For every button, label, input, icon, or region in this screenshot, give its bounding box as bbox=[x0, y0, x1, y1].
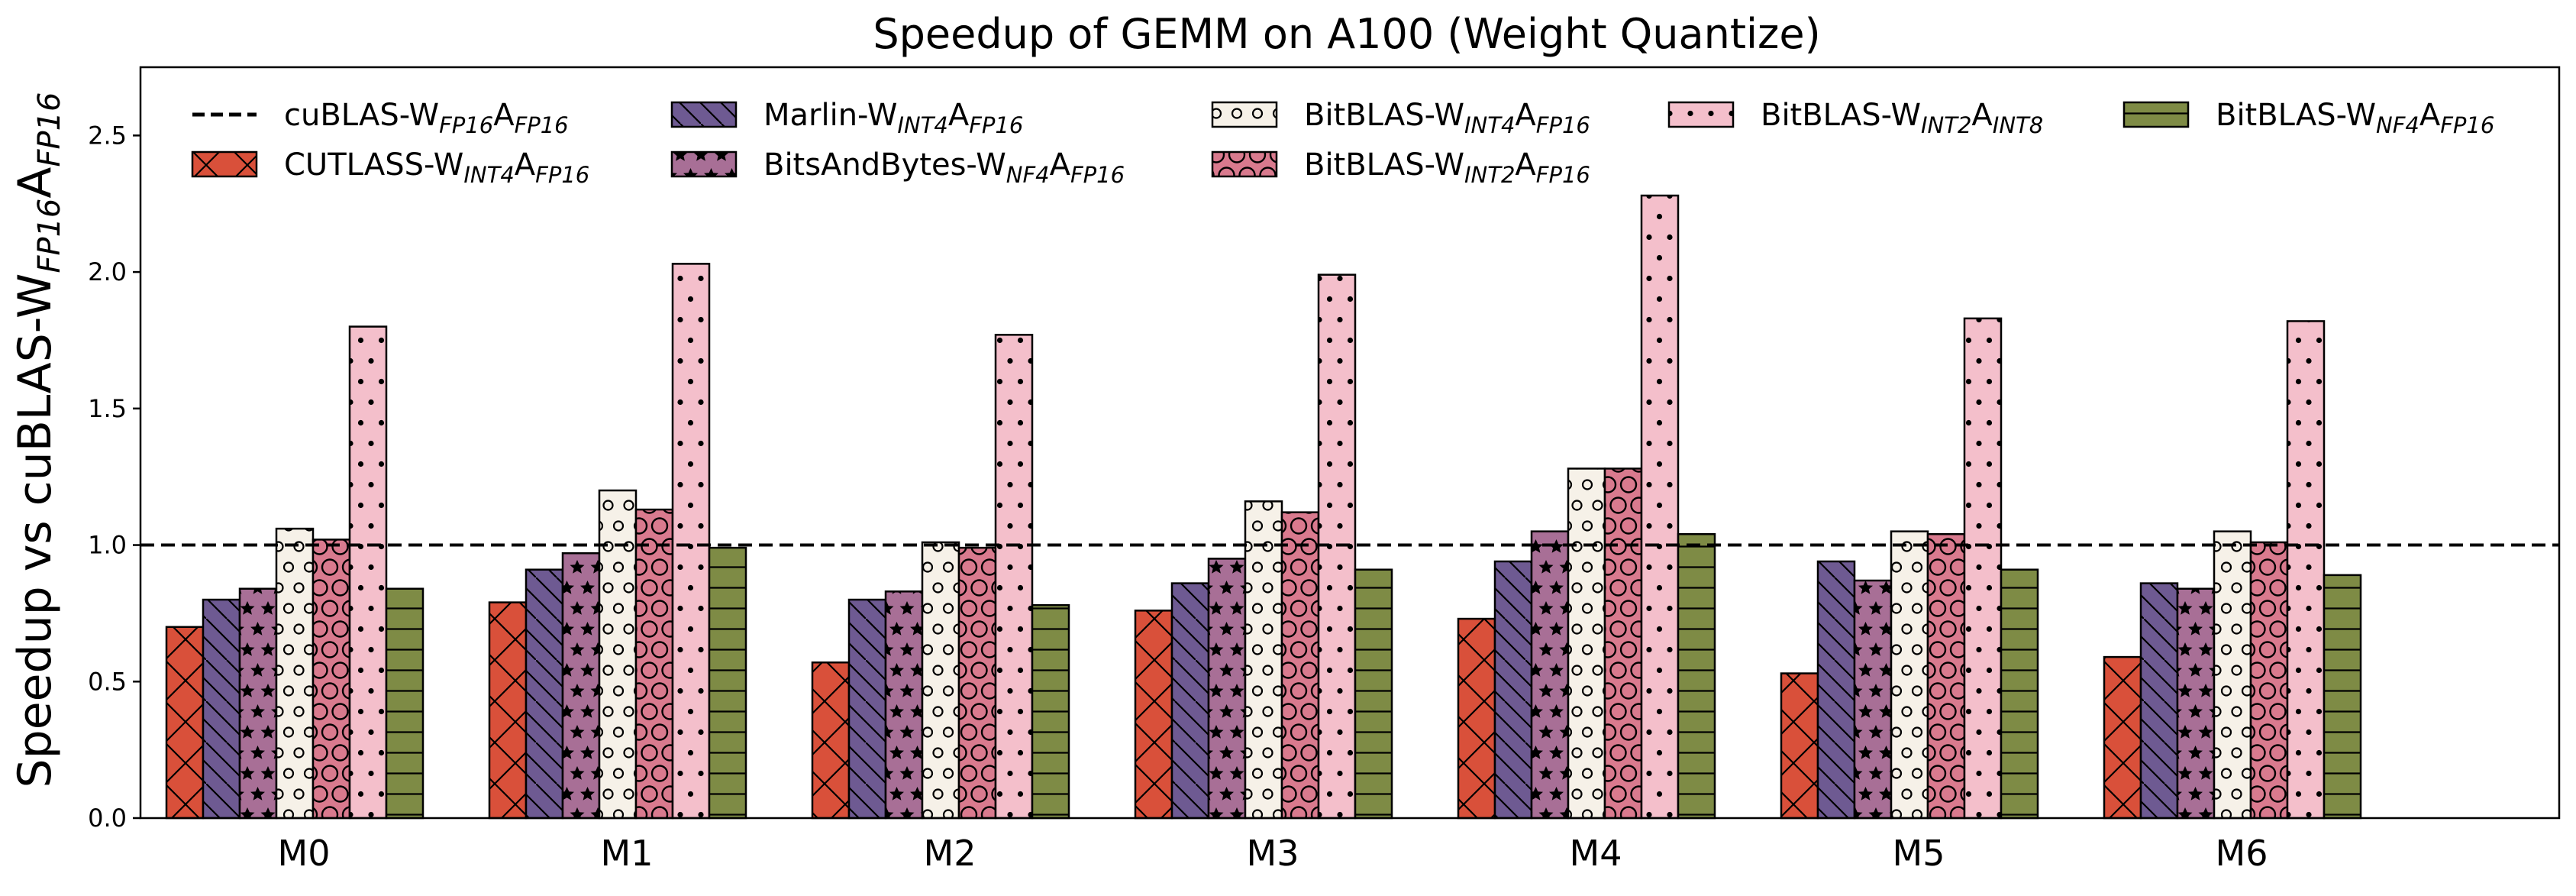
bar-M2-5 bbox=[994, 334, 1034, 820]
bar-M6-6 bbox=[2323, 574, 2362, 820]
plot-area-frame bbox=[139, 66, 2561, 820]
x-category-label: M3 bbox=[1247, 833, 1299, 874]
bar-M4-4 bbox=[1603, 467, 1643, 820]
bar-M3-1 bbox=[1170, 582, 1210, 820]
legend: cuBLAS-WFP16AFP16 CUTLASS-WINT4AFP16 Marli… bbox=[191, 98, 2494, 188]
bar-M6-3 bbox=[2213, 530, 2252, 820]
bar-M4-3 bbox=[1567, 467, 1606, 820]
x-category-label: M5 bbox=[1893, 833, 1945, 874]
bar-M6-4 bbox=[2249, 541, 2289, 820]
legend-item-0: cuBLAS-WFP16AFP16 bbox=[192, 98, 569, 138]
bar-M5-1 bbox=[1816, 560, 1856, 820]
bar-M3-6 bbox=[1354, 568, 1393, 820]
bar-M3-0 bbox=[1134, 610, 1173, 820]
bar-M1-5 bbox=[671, 263, 711, 820]
legend-label: CUTLASS-WINT4AFP16 bbox=[284, 147, 589, 188]
y-ticks-layer: 0.0 0.5 1.0 1.5 2.0 2.5 bbox=[88, 121, 140, 833]
bar-M0-6 bbox=[385, 587, 424, 820]
bar-M5-6 bbox=[2000, 568, 2039, 820]
legend-item-3: BitsAndBytes-WNF4AFP16 bbox=[670, 147, 1125, 188]
x-category-label: M4 bbox=[1570, 833, 1622, 874]
bar-M5-5 bbox=[1963, 317, 2003, 820]
legend-label: BitsAndBytes-WNF4AFP16 bbox=[763, 147, 1125, 188]
bar-M6-5 bbox=[2286, 320, 2326, 820]
legend-item-4: BitBLAS-WINT4AFP16 bbox=[1211, 98, 1590, 138]
bar-M2-3 bbox=[921, 541, 960, 820]
x-category-label: M0 bbox=[278, 833, 331, 874]
y-tick-label: 0.5 bbox=[88, 667, 127, 696]
bar-M0-4 bbox=[312, 539, 351, 820]
bar-M5-0 bbox=[1780, 672, 1819, 820]
bar-M1-6 bbox=[708, 546, 747, 820]
bar-M6-0 bbox=[2103, 655, 2142, 820]
bar-M4-0 bbox=[1457, 617, 1496, 820]
x-category-label: M2 bbox=[924, 833, 976, 874]
bar-M0-3 bbox=[275, 527, 315, 820]
bar-M0-1 bbox=[202, 598, 241, 820]
y-tick-label: 2.5 bbox=[88, 121, 127, 150]
legend-item-1: CUTLASS-WINT4AFP16 bbox=[191, 147, 589, 188]
bar-M1-0 bbox=[488, 601, 528, 820]
bar-M3-3 bbox=[1244, 500, 1283, 820]
bar-M0-5 bbox=[348, 325, 388, 820]
y-axis-label-sub1: FP16 bbox=[32, 199, 67, 273]
bar-M4-1 bbox=[1493, 560, 1533, 820]
legend-item-5: BitBLAS-WINT2AFP16 bbox=[1211, 147, 1590, 188]
y-axis-label-prefix: Speedup vs cuBLAS-W bbox=[8, 273, 62, 788]
y-axis-label-sub2: FP16 bbox=[32, 92, 67, 167]
legend-item-6: BitBLAS-WINT2AINT8 bbox=[1667, 98, 2043, 138]
y-axis-label: Speedup vs cuBLAS-WFP16AFP16 bbox=[8, 92, 67, 788]
x-category-label: M6 bbox=[2216, 833, 2268, 874]
bar-M4-6 bbox=[1677, 532, 1716, 820]
bar-M2-4 bbox=[957, 546, 997, 820]
bar-M1-2 bbox=[561, 552, 601, 820]
x-categories-layer: M0 M1 M2 M3 M4 M5 M6 bbox=[278, 833, 2268, 874]
legend-label: BitBLAS-WINT2AINT8 bbox=[1761, 98, 2043, 138]
y-axis-label-mid: A bbox=[8, 167, 62, 199]
legend-label: BitBLAS-WNF4AFP16 bbox=[2216, 98, 2494, 138]
bar-M5-4 bbox=[1926, 532, 1966, 820]
y-tick-label: 2.0 bbox=[88, 257, 127, 286]
bar-M2-6 bbox=[1031, 603, 1070, 820]
bar-M0-2 bbox=[238, 587, 278, 820]
y-tick-label: 1.0 bbox=[88, 531, 127, 560]
y-tick-label: 1.5 bbox=[88, 394, 127, 423]
legend-label: cuBLAS-WFP16AFP16 bbox=[284, 98, 569, 138]
bar-M3-2 bbox=[1207, 558, 1247, 820]
bar-M6-2 bbox=[2176, 587, 2216, 820]
y-axis-label-text: Speedup vs cuBLAS-WFP16AFP16 bbox=[8, 92, 67, 788]
legend-item-7: BitBLAS-WNF4AFP16 bbox=[2122, 98, 2494, 138]
bar-M5-3 bbox=[1890, 530, 1929, 820]
chart-title: Speedup of GEMM on A100 (Weight Quantize… bbox=[873, 10, 1820, 58]
legend-label: BitBLAS-WINT2AFP16 bbox=[1304, 147, 1590, 188]
bar-M2-0 bbox=[811, 661, 851, 820]
bar-M2-1 bbox=[847, 598, 887, 820]
bar-M3-4 bbox=[1280, 511, 1320, 820]
bar-M4-5 bbox=[1640, 194, 1680, 820]
legend-label: Marlin-WINT4AFP16 bbox=[763, 98, 1023, 138]
bar-M2-2 bbox=[884, 590, 924, 820]
bar-M1-3 bbox=[598, 489, 638, 820]
y-tick-label: 0.0 bbox=[88, 804, 127, 833]
bar-M1-4 bbox=[634, 508, 674, 820]
bars-layer bbox=[165, 194, 2362, 820]
x-category-label: M1 bbox=[601, 833, 654, 874]
bar-M6-1 bbox=[2139, 582, 2179, 820]
bar-M5-2 bbox=[1853, 579, 1893, 820]
bar-M1-1 bbox=[525, 568, 564, 820]
legend-item-2: Marlin-WINT4AFP16 bbox=[670, 98, 1023, 138]
bar-M4-2 bbox=[1530, 530, 1570, 820]
bar-M0-0 bbox=[165, 626, 205, 820]
legend-label: BitBLAS-WINT4AFP16 bbox=[1304, 98, 1590, 138]
